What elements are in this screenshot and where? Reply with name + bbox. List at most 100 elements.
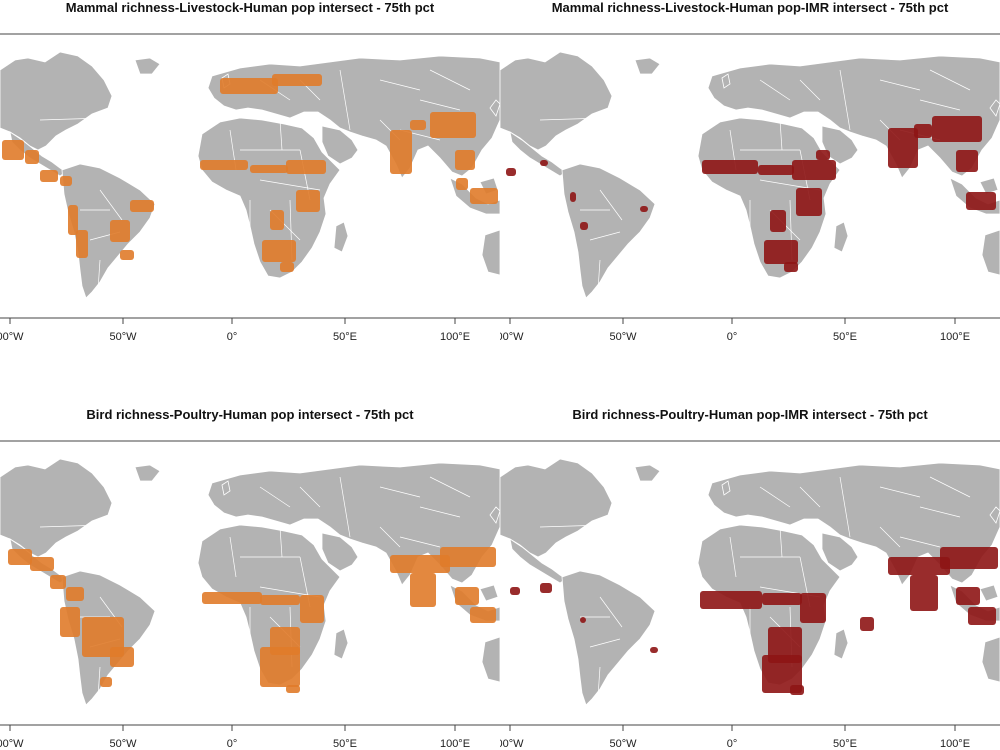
country-border <box>597 666 601 698</box>
hotspot-cluster <box>68 205 78 235</box>
country-border <box>299 486 321 508</box>
hotspot-cluster <box>440 547 496 567</box>
hotspot-cluster <box>700 591 762 609</box>
country-border <box>339 69 351 131</box>
x-tick-label: 0° <box>727 331 738 343</box>
land-madagascar <box>333 628 349 660</box>
hotspot-cluster <box>506 168 516 176</box>
land-arabia <box>321 532 359 572</box>
land-arabia <box>821 532 859 572</box>
hotspot-cluster <box>770 210 786 232</box>
hotspot-cluster <box>40 170 58 182</box>
country-border <box>97 666 101 698</box>
hotspot-cluster <box>914 124 932 138</box>
land-arabia <box>821 125 859 165</box>
country-border <box>379 486 421 498</box>
hotspot-cluster <box>762 655 802 693</box>
country-border <box>259 179 321 191</box>
land-southAmerica <box>61 163 156 299</box>
land-arabia <box>321 125 359 165</box>
hotspot-cluster <box>470 188 498 204</box>
hotspot-cluster <box>768 627 802 663</box>
hotspot-cluster <box>932 116 982 142</box>
hotspot-cluster <box>286 685 300 693</box>
hotspot-cluster <box>940 547 998 569</box>
country-border <box>839 476 851 538</box>
country-border <box>419 99 461 111</box>
land-madagascar <box>833 221 849 253</box>
land-africa <box>697 117 841 279</box>
country-border <box>899 536 941 548</box>
land-japan <box>489 99 500 117</box>
x-tick-label: 00°W <box>500 738 524 750</box>
land-madagascar <box>333 221 349 253</box>
hotspot-cluster <box>966 192 996 210</box>
hotspot-cluster <box>510 587 520 595</box>
map-content <box>0 458 500 706</box>
hotspot-cluster <box>286 160 326 174</box>
panel-bird-human: Bird richness-Poultry-Human pop intersec… <box>0 375 500 750</box>
world-map: 00°W 50°W 0° 50°E 100°E <box>0 33 500 343</box>
country-border <box>399 536 441 548</box>
hotspot-cluster <box>702 160 758 174</box>
hotspot-cluster <box>792 160 836 180</box>
panel-title: Mammal richness-Livestock-Human pop inte… <box>65 0 435 15</box>
country-border <box>39 117 105 121</box>
hotspot-cluster <box>540 583 552 593</box>
hotspot-cluster <box>580 222 588 230</box>
world-map: 00°W 50°W 0° 50°E 100°E <box>0 440 500 750</box>
land-uk <box>721 480 731 496</box>
x-tick-label: 50°W <box>609 331 637 343</box>
land-australia <box>481 229 500 276</box>
hotspot-cluster <box>50 575 66 589</box>
hotspot-cluster <box>60 176 72 186</box>
country-border <box>759 486 791 508</box>
country-border <box>259 486 291 508</box>
country-border <box>279 119 283 151</box>
land-northAmerica <box>0 458 113 558</box>
hotspot-cluster <box>956 587 980 605</box>
x-tick-label: 50°E <box>833 738 857 750</box>
hotspot-cluster <box>455 587 479 605</box>
hotspot-cluster <box>270 210 284 230</box>
panel-mammal-human: Mammal richness-Livestock-Human pop inte… <box>0 0 500 375</box>
land-greenland <box>134 57 161 75</box>
country-border <box>759 79 791 101</box>
x-tick-label: 00°W <box>500 331 524 343</box>
land-greenland <box>634 464 661 482</box>
hotspot-cluster <box>220 78 278 94</box>
country-border <box>97 259 101 291</box>
hotspot-cluster <box>250 165 288 173</box>
hotspot-cluster <box>272 74 322 86</box>
land-greenland <box>134 464 161 482</box>
country-border <box>929 69 971 91</box>
hotspot-cluster <box>100 677 112 687</box>
hotspot-cluster <box>580 617 586 623</box>
country-border <box>379 526 401 548</box>
hotspot-cluster <box>784 262 798 272</box>
hotspot-cluster <box>456 178 468 190</box>
country-border <box>429 69 471 91</box>
land-borneo <box>479 584 499 602</box>
map-content <box>500 51 1000 299</box>
hotspot-cluster <box>390 130 412 174</box>
hotspot-cluster <box>640 206 648 212</box>
hotspot-cluster <box>860 617 874 631</box>
country-border <box>279 526 283 558</box>
panel-title: Mammal richness-Livestock-Human pop-IMR … <box>551 0 949 15</box>
country-border <box>39 524 105 528</box>
land-northAmerica <box>500 458 613 558</box>
country-border <box>599 189 623 221</box>
hotspot-cluster <box>888 557 950 575</box>
hotspot-cluster <box>796 188 822 216</box>
x-tick-label: 0° <box>227 331 238 343</box>
country-border <box>779 119 783 151</box>
hotspot-cluster <box>66 587 84 601</box>
hotspot-cluster <box>202 592 262 604</box>
land-southAmerica <box>561 570 656 706</box>
country-border <box>919 99 961 111</box>
hotspot-cluster <box>260 647 300 687</box>
land-madagascar <box>833 628 849 660</box>
land-africa <box>197 117 341 279</box>
hotspot-cluster <box>110 647 134 667</box>
